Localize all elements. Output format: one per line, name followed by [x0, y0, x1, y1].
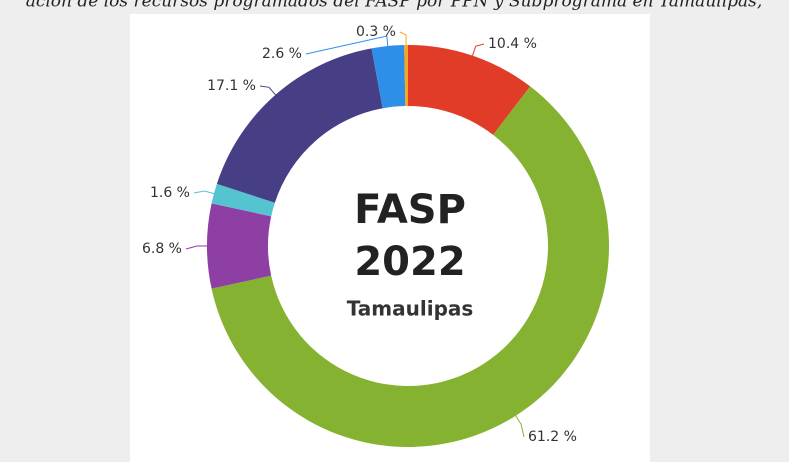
value-label: 1.6 % [150, 185, 190, 201]
donut-slice [371, 45, 406, 109]
donut-slice [211, 86, 610, 447]
donut-slice [216, 48, 383, 203]
leader-line [514, 413, 525, 438]
donut-slice [404, 45, 408, 107]
center-subtitle: Tamaulipas [347, 297, 474, 321]
value-label: 17.1 % [207, 78, 256, 94]
donut-slice [408, 45, 531, 135]
leader-line [305, 35, 389, 55]
value-label: 6.8 % [142, 241, 182, 257]
value-label: 2.6 % [262, 46, 302, 62]
donut-slice [211, 183, 275, 217]
center-title: FASP [354, 187, 466, 233]
donut-slice [207, 203, 272, 289]
value-label: 10.4 % [488, 36, 537, 52]
leader-line [259, 85, 278, 97]
leader-line [185, 245, 209, 250]
leader-line [471, 43, 485, 58]
leader-line [193, 190, 217, 195]
chart-title: ación de los recursos programados del FA… [26, 0, 763, 12]
value-label: 0.3 % [356, 24, 396, 40]
center-year: 2022 [354, 239, 465, 285]
leader-line [399, 31, 407, 48]
value-label: 61.2 % [528, 429, 577, 445]
